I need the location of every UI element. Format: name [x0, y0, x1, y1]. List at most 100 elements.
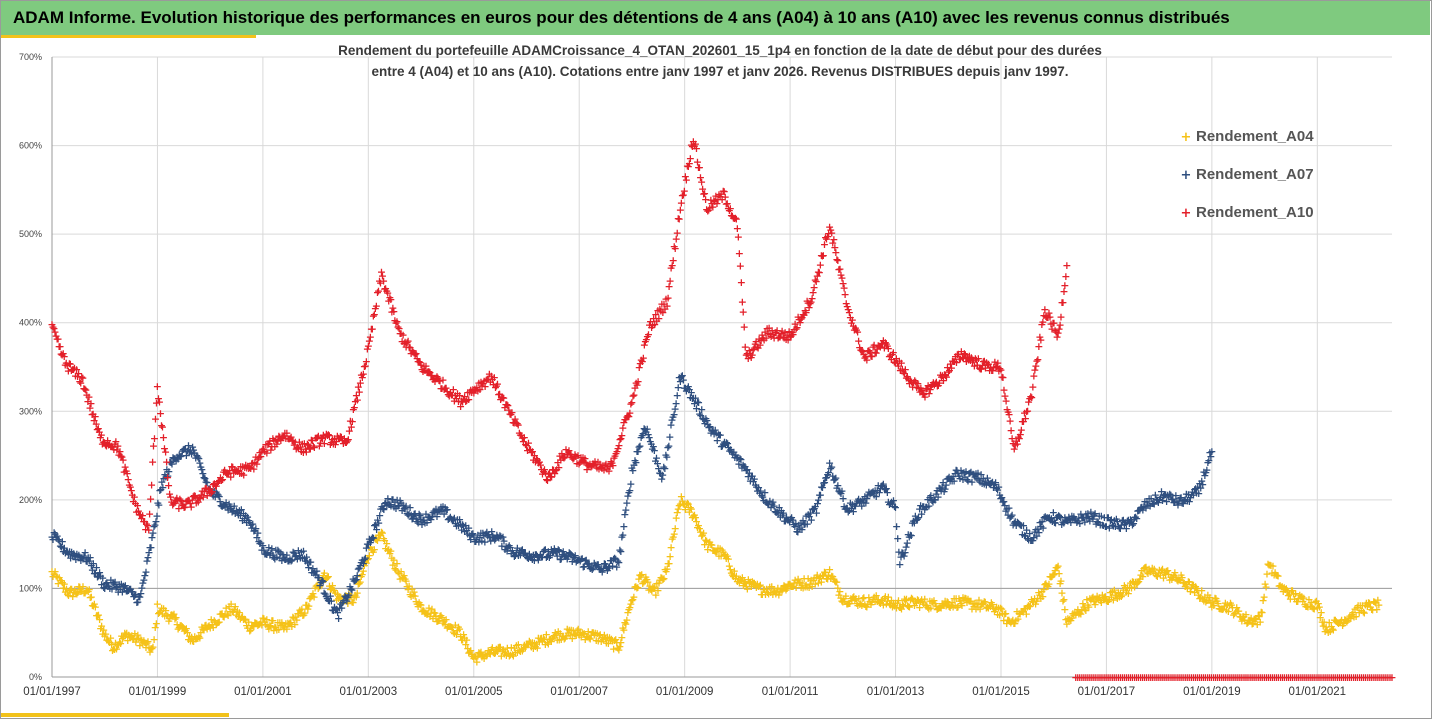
marker-A04: + [430, 607, 439, 620]
marker-A04: + [1085, 592, 1094, 605]
marker-A04: + [259, 612, 268, 625]
marker-A10: + [145, 507, 154, 520]
marker-A04: + [585, 632, 594, 645]
marker-A04: + [288, 611, 297, 624]
marker-A04: + [874, 593, 883, 606]
marker-A04: + [816, 570, 825, 583]
marker-A04: + [451, 619, 460, 632]
marker-A04: + [236, 613, 245, 626]
marker-A04: + [439, 614, 448, 627]
marker-A04: + [612, 636, 621, 649]
marker-A04: + [360, 559, 369, 572]
marker-A04: + [785, 578, 794, 591]
marker-A04: + [919, 598, 928, 611]
marker-A04: + [910, 599, 919, 612]
marker-A04: + [1003, 614, 1012, 627]
marker-A04: + [962, 596, 971, 609]
marker-A04: + [222, 608, 231, 621]
marker-A04: + [160, 610, 169, 623]
marker-A04: + [609, 643, 618, 656]
marker-A04: + [1262, 567, 1271, 580]
marker-A04: + [947, 596, 956, 609]
marker-A04: + [1321, 621, 1330, 634]
marker-A04: + [1244, 613, 1253, 626]
marker-A04: + [114, 638, 123, 651]
marker-A04: + [88, 599, 97, 612]
marker-A04: + [1322, 623, 1331, 636]
marker-A04: + [1106, 586, 1115, 599]
marker-A04: + [1171, 571, 1180, 584]
marker-A04: + [365, 549, 374, 562]
marker-A04: + [1235, 610, 1244, 623]
marker-A04: + [486, 648, 495, 661]
marker-A04: + [550, 629, 559, 642]
marker-A04: + [1151, 567, 1160, 580]
marker-A04: + [1254, 609, 1263, 622]
marker-A04: + [380, 534, 389, 547]
marker-A04: + [1024, 599, 1033, 612]
marker-A04: + [1149, 565, 1158, 578]
marker-A04: + [568, 632, 577, 645]
marker-A04: + [240, 612, 249, 625]
marker-A04: + [648, 580, 657, 593]
marker-A04: + [540, 633, 549, 646]
marker-A04: + [1313, 601, 1322, 614]
y-tick-label: 0% [29, 672, 42, 682]
marker-A04: + [301, 599, 310, 612]
marker-A04: + [626, 597, 635, 610]
marker-A04: + [883, 595, 892, 608]
marker-A04: + [634, 573, 643, 586]
marker-A04: + [331, 587, 340, 600]
marker-A04: + [1299, 591, 1308, 604]
marker-A04: + [1200, 591, 1209, 604]
marker-A04: + [686, 501, 695, 514]
marker-A04: + [1111, 588, 1120, 601]
marker-A04: + [1117, 590, 1126, 603]
marker-A04: + [1069, 608, 1078, 621]
marker-A04: + [503, 641, 512, 654]
marker-A04: + [282, 623, 291, 636]
marker-A04: + [422, 608, 431, 621]
marker-A04: + [991, 603, 1000, 616]
marker-A04: + [345, 589, 354, 602]
marker-A04: + [771, 588, 780, 601]
marker-A04: + [173, 622, 182, 635]
x-tick-label: 01/01/2001 [234, 686, 292, 698]
marker-A04: + [624, 603, 633, 616]
marker-A04: + [1352, 601, 1361, 614]
marker-A04: + [1250, 613, 1259, 626]
marker-A04: + [336, 590, 345, 603]
marker-A04: + [801, 578, 810, 591]
marker-A04: + [214, 616, 223, 629]
marker-A04: + [148, 641, 157, 654]
marker-A04: + [951, 592, 960, 605]
marker-A04: + [143, 635, 152, 648]
marker-A04: + [867, 595, 876, 608]
marker-A04: + [694, 519, 703, 532]
axes [51, 57, 1392, 678]
marker-A04: + [597, 635, 606, 648]
marker-A04: + [370, 543, 379, 556]
marker-A04: + [720, 548, 729, 561]
marker-A04: + [475, 647, 484, 660]
marker-A04: + [48, 570, 57, 583]
marker-A04: + [674, 502, 683, 515]
marker-A04: + [387, 552, 396, 565]
marker-A04: + [487, 643, 496, 656]
marker-A04: + [706, 538, 715, 551]
marker-A04: + [739, 579, 748, 592]
marker-A04: + [1319, 620, 1328, 633]
marker-A04: + [750, 576, 759, 589]
marker-A04: + [377, 526, 386, 539]
legend-marker: + [1181, 206, 1192, 221]
marker-A04: + [913, 593, 922, 606]
marker-A04: + [575, 629, 584, 642]
marker-A04: + [1099, 593, 1108, 606]
marker-A04: + [681, 503, 690, 516]
marker-A04: + [1269, 569, 1278, 582]
marker-A04: + [1301, 600, 1310, 613]
marker-A04: + [327, 583, 336, 596]
marker-A04: + [260, 615, 269, 628]
marker-A04: + [559, 630, 568, 643]
